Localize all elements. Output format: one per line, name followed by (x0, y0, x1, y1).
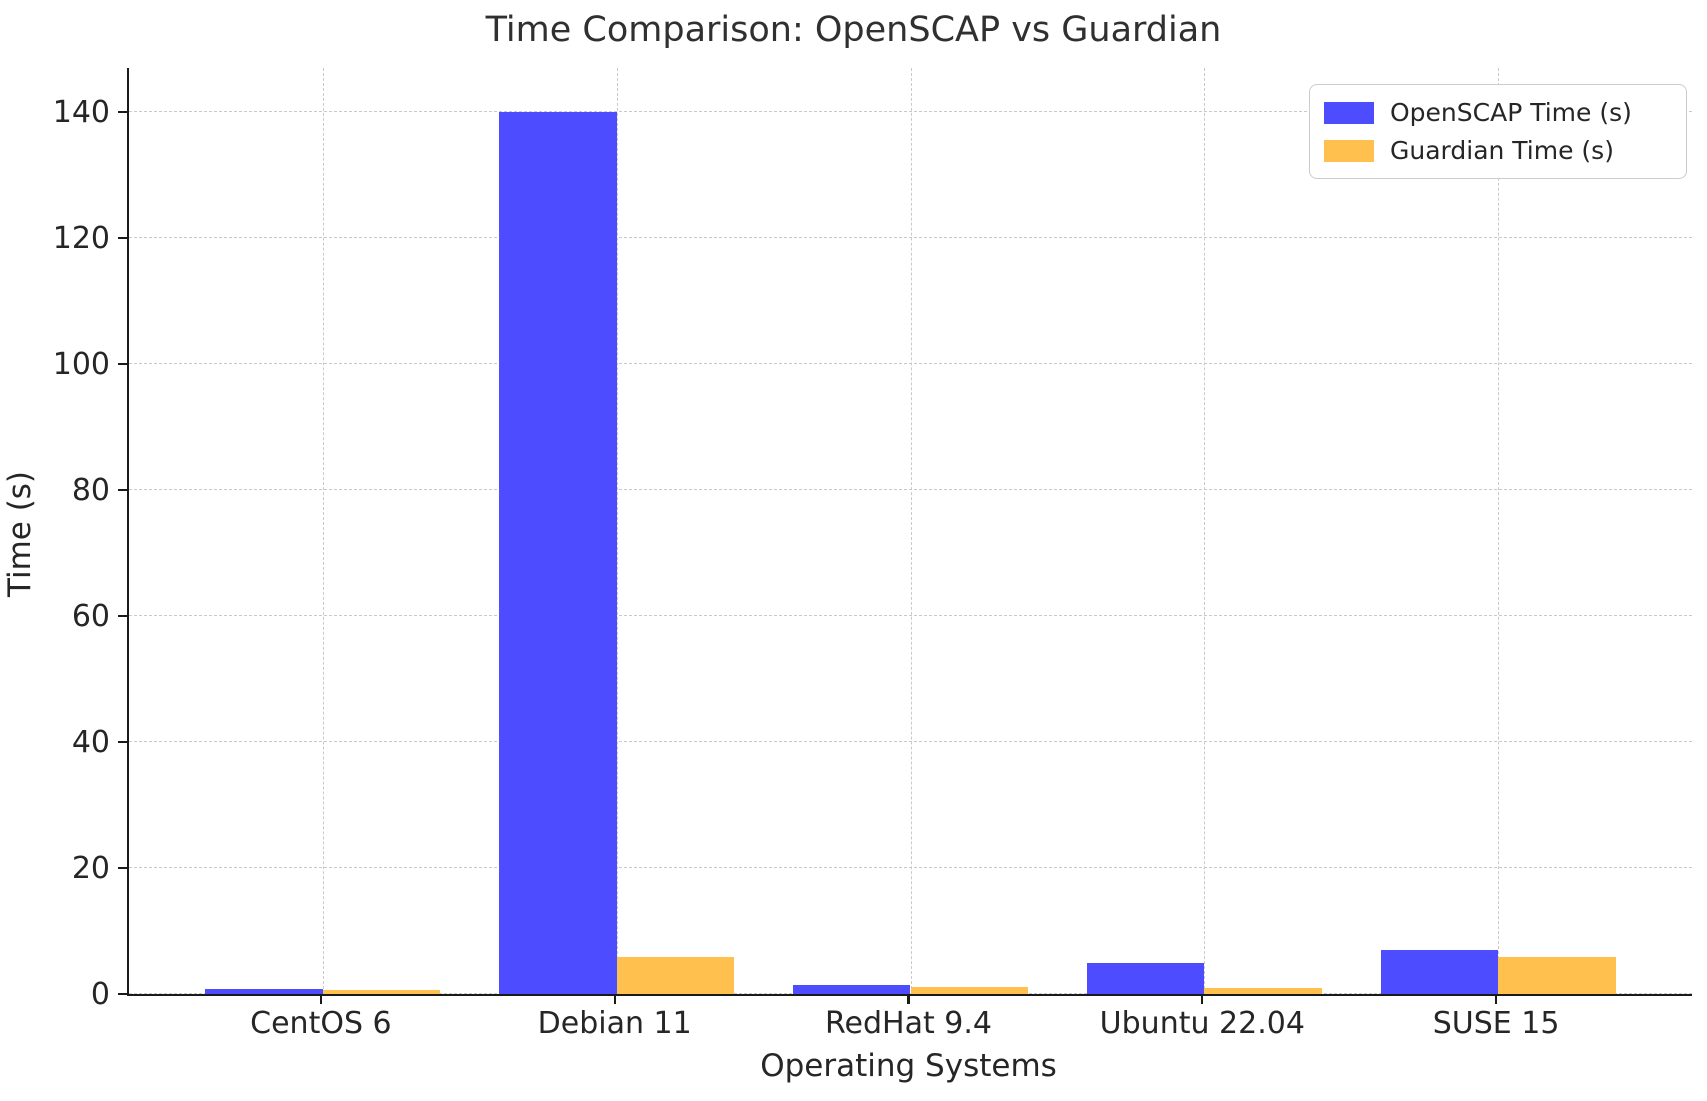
y-tick-80: 80 (18, 472, 127, 508)
x-tick-mark-debian-11 (613, 996, 616, 1004)
x-tick-label-debian-11: Debian 11 (537, 1006, 692, 1041)
y-tick-label: 140 (52, 94, 110, 130)
v-gridline-debian-11 (616, 68, 618, 994)
x-tick-mark-ubuntu-22-04 (1201, 996, 1204, 1004)
x-tick-label-ubuntu-22-04: Ubuntu 22.04 (1099, 1006, 1305, 1041)
x-tick-mark-redhat-9-4 (907, 996, 910, 1004)
plot-area (127, 68, 1692, 996)
y-tick-100: 100 (18, 346, 127, 382)
y-tick-mark (118, 236, 127, 240)
y-tick-mark (118, 488, 127, 492)
x-tick-label-centos-6: CentOS 6 (250, 1006, 392, 1041)
v-gridline-centos-6 (322, 68, 324, 994)
x-tick-mark-centos-6 (319, 996, 323, 1004)
y-tick-label: 100 (52, 346, 110, 382)
y-tick-label: 0 (90, 976, 110, 1012)
x-tick-label-suse-15: SUSE 15 (1432, 1006, 1560, 1041)
v-gridline-suse-15 (1498, 68, 1500, 994)
y-tick-120: 120 (18, 220, 127, 256)
y-tick-mark (118, 740, 127, 744)
chart-title: Time Comparison: OpenSCAP vs Guardian (485, 10, 1222, 50)
y-tick-label: 20 (71, 850, 110, 886)
y-tick-mark (118, 614, 127, 618)
y-tick-20: 20 (18, 850, 127, 886)
y-axis-label: Time (s) (2, 470, 38, 598)
y-tick-mark (118, 110, 127, 114)
x-tick-mark-suse-15 (1494, 996, 1498, 1004)
y-tick-mark (118, 866, 127, 870)
y-tick-60: 60 (18, 598, 127, 634)
legend-label: Guardian Time (s) (1390, 136, 1614, 165)
bar-openscap-ubuntu-22-04 (1086, 963, 1205, 994)
y-tick-label: 60 (71, 598, 110, 634)
bar-guardian-debian-11 (616, 957, 735, 994)
bar-openscap-redhat-9-4 (792, 985, 911, 994)
bar-guardian-redhat-9-4 (910, 987, 1029, 994)
legend-item-openscap-time-s: OpenSCAP Time (s) (1324, 98, 1668, 127)
x-axis-label: Operating Systems (760, 1048, 1057, 1084)
y-tick-140: 140 (18, 94, 127, 130)
legend: OpenSCAP Time (s) Guardian Time (s) (1309, 84, 1687, 179)
bar-guardian-centos-6 (322, 990, 441, 994)
y-tick-mark (118, 362, 127, 366)
y-tick-label: 80 (71, 472, 110, 508)
bar-openscap-suse-15 (1380, 949, 1499, 994)
y-tick-0: 0 (18, 976, 127, 1012)
bar-openscap-debian-11 (499, 112, 617, 994)
legend-item-guardian-time-s: Guardian Time (s) (1324, 136, 1668, 165)
v-gridline-ubuntu-22-04 (1204, 68, 1206, 994)
bar-guardian-ubuntu-22-04 (1204, 987, 1322, 994)
v-gridline-redhat-9-4 (910, 68, 912, 994)
y-tick-40: 40 (18, 724, 127, 760)
bar-openscap-centos-6 (205, 988, 323, 994)
legend-label: OpenSCAP Time (s) (1390, 98, 1632, 127)
y-tick-label: 120 (52, 220, 110, 256)
y-tick-label: 40 (71, 724, 110, 760)
legend-swatch-openscap-icon (1324, 101, 1374, 124)
x-tick-label-redhat-9-4: RedHat 9.4 (825, 1006, 992, 1041)
bar-guardian-suse-15 (1498, 956, 1616, 994)
y-tick-mark (118, 992, 127, 996)
legend-swatch-guardian-icon (1324, 139, 1374, 162)
